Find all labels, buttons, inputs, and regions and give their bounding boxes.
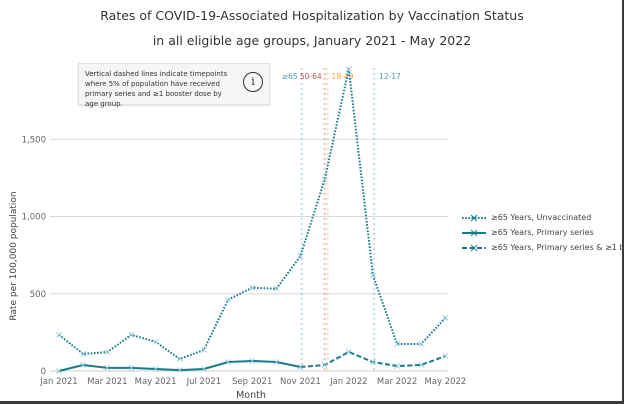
chart-subtitle: in all eligible age groups, January 2021… — [152, 33, 472, 48]
data-point — [56, 368, 62, 374]
legend-swatch — [462, 244, 486, 251]
data-point — [297, 253, 304, 259]
info-note: Vertical dashed lines indicate timepoint… — [78, 63, 270, 108]
data-point — [442, 315, 449, 321]
legend-label: ≥65 Years, Primary series & ≥1 booster — [491, 243, 624, 252]
data-point — [249, 284, 256, 291]
x-tick-label: Jan 2021 — [39, 377, 77, 387]
annotation-label: ≥65 — [282, 72, 298, 81]
data-point — [345, 349, 352, 355]
data-point — [394, 341, 400, 347]
data-point — [80, 351, 86, 357]
data-point — [104, 349, 111, 355]
data-point — [273, 359, 280, 365]
data-point — [442, 353, 449, 359]
data-point — [128, 365, 135, 371]
data-point — [104, 365, 111, 371]
legend-swatch — [462, 214, 486, 221]
data-point — [321, 176, 328, 183]
legend-item[interactable]: ≥65 Years, Unvaccinated — [460, 210, 624, 225]
series-line — [300, 350, 446, 368]
x-tick-label: May 2021 — [135, 377, 177, 387]
x-tick-label: Sep 2021 — [232, 377, 272, 387]
chart-title: Rates of COVID-19-Associated Hospitaliza… — [100, 8, 524, 23]
data-point — [201, 347, 207, 353]
x-tick-label: Mar 2021 — [87, 377, 127, 387]
data-point — [128, 332, 135, 338]
x-axis-label: Month — [236, 390, 266, 401]
legend-item[interactable]: ≥65 Years, Primary series & ≥1 booster — [460, 240, 624, 255]
data-point — [176, 367, 183, 373]
x-tick-label: Jan 2022 — [329, 377, 367, 387]
y-tick-label: 1,500 — [22, 135, 46, 145]
legend-swatch — [462, 229, 486, 236]
data-point — [176, 356, 183, 362]
data-point — [152, 339, 159, 345]
annotation-label: 12-17 — [379, 72, 401, 81]
annotation-label: 18-49 — [332, 72, 354, 81]
data-point — [418, 341, 425, 347]
data-point — [80, 362, 86, 368]
legend-item[interactable]: ≥65 Years, Primary series — [460, 225, 624, 240]
annotation-label: 50-64 — [300, 72, 322, 81]
data-point — [249, 358, 256, 364]
data-point — [345, 66, 352, 72]
data-point — [394, 363, 400, 369]
series-2 — [297, 349, 449, 370]
data-point — [370, 359, 376, 365]
legend-label: ≥65 Years, Unvaccinated — [491, 213, 592, 222]
data-point — [418, 362, 425, 368]
data-point — [225, 359, 231, 365]
data-point — [152, 366, 159, 372]
y-tick-label: 1,000 — [22, 213, 46, 223]
data-point — [201, 366, 207, 372]
data-point — [370, 272, 376, 279]
legend-label: ≥65 Years, Primary series — [491, 228, 594, 237]
data-point — [297, 364, 304, 370]
data-point — [225, 296, 231, 303]
data-point — [321, 362, 328, 368]
x-tick-label: May 2022 — [424, 377, 466, 387]
data-point — [273, 285, 280, 292]
info-note-text: Vertical dashed lines indicate timepoint… — [85, 70, 228, 108]
y-tick-label: 500 — [30, 290, 46, 300]
x-tick-label: Nov 2021 — [280, 377, 321, 387]
series-line — [58, 67, 447, 360]
y-tick-label: 0 — [41, 367, 46, 377]
series-0 — [56, 66, 449, 362]
x-tick-label: Jul 2021 — [186, 377, 222, 387]
info-icon[interactable]: i — [243, 72, 263, 92]
legend: ≥65 Years, Unvaccinated ≥65 Years, Primar… — [460, 210, 624, 255]
x-tick-label: Mar 2022 — [377, 377, 417, 387]
y-axis-label: Rate per 100,000 population — [9, 191, 19, 320]
data-point — [56, 332, 62, 338]
